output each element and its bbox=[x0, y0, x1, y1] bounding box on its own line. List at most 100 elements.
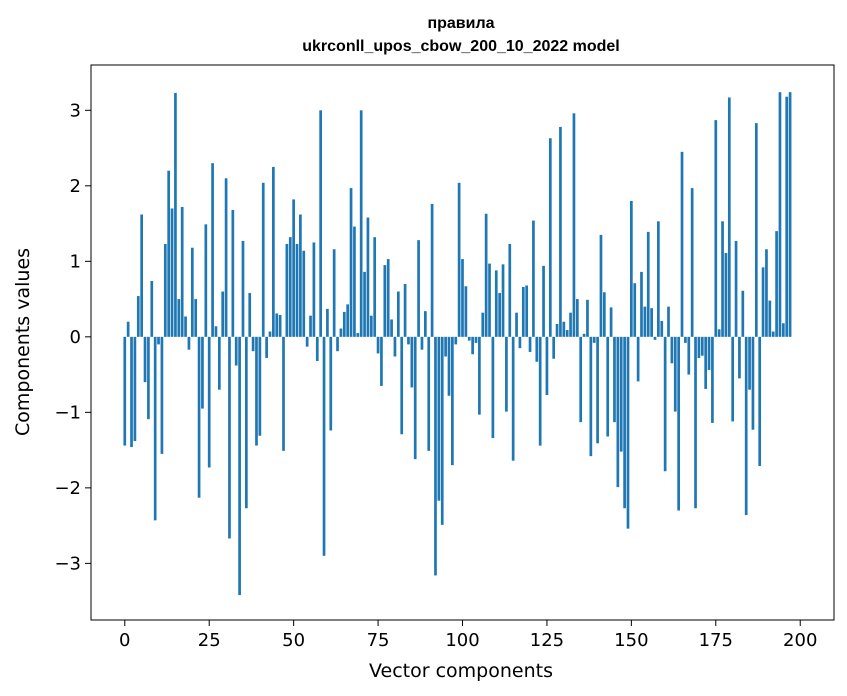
bar bbox=[255, 336, 258, 446]
bar bbox=[349, 188, 353, 337]
bar bbox=[302, 250, 306, 337]
bar bbox=[663, 336, 667, 472]
bar bbox=[464, 286, 468, 337]
bar bbox=[123, 336, 127, 446]
bar bbox=[201, 336, 204, 409]
bar bbox=[167, 170, 171, 337]
bar bbox=[143, 336, 147, 383]
bar bbox=[407, 336, 410, 345]
bar bbox=[673, 336, 677, 412]
bar bbox=[305, 336, 309, 347]
y-tick-label: −2 bbox=[54, 478, 81, 499]
bar bbox=[623, 336, 626, 509]
bar bbox=[366, 217, 370, 337]
bar bbox=[579, 336, 583, 423]
bar bbox=[299, 214, 302, 337]
bar bbox=[332, 249, 336, 337]
x-tick-label: 100 bbox=[445, 630, 479, 651]
chart-title: правила bbox=[427, 15, 494, 32]
bar bbox=[396, 291, 400, 337]
plot-frame bbox=[90, 64, 835, 621]
x-axis-label: Vector components bbox=[369, 660, 553, 682]
bar bbox=[548, 138, 552, 337]
bar bbox=[261, 182, 265, 337]
bar bbox=[738, 336, 741, 379]
x-axis-ticks: 0 25 50 75 100 125 150 175 200 bbox=[119, 620, 817, 651]
bar bbox=[518, 336, 522, 349]
bar bbox=[451, 336, 454, 466]
bar bbox=[430, 203, 434, 337]
bar bbox=[478, 336, 481, 415]
bar bbox=[417, 240, 420, 337]
bar bbox=[481, 312, 485, 337]
bar bbox=[694, 336, 697, 509]
x-tick-label: 125 bbox=[530, 630, 564, 651]
bar bbox=[616, 336, 620, 488]
bar bbox=[744, 336, 748, 516]
bar bbox=[670, 336, 674, 364]
bar bbox=[420, 336, 424, 350]
bar bbox=[336, 336, 339, 352]
bar bbox=[217, 336, 221, 390]
bar bbox=[758, 336, 762, 466]
bar bbox=[322, 336, 326, 556]
bar bbox=[413, 336, 417, 460]
x-tick-label: 0 bbox=[119, 630, 130, 651]
bar bbox=[353, 226, 356, 337]
bar bbox=[788, 92, 792, 337]
bar bbox=[532, 220, 535, 337]
x-tick-label: 150 bbox=[614, 630, 648, 651]
bar bbox=[768, 300, 772, 337]
bar bbox=[569, 312, 572, 337]
bar bbox=[319, 110, 322, 337]
bar bbox=[714, 120, 718, 337]
bar bbox=[248, 293, 252, 337]
bar bbox=[437, 336, 441, 501]
bar bbox=[515, 312, 518, 337]
bar bbox=[781, 323, 785, 337]
bar bbox=[170, 208, 174, 337]
bar bbox=[525, 285, 529, 337]
bar bbox=[221, 291, 225, 337]
bar bbox=[211, 163, 214, 337]
bar bbox=[265, 336, 268, 358]
bar bbox=[228, 336, 231, 539]
bar bbox=[785, 96, 789, 337]
bar bbox=[140, 214, 144, 337]
bar bbox=[194, 299, 198, 337]
bar bbox=[258, 336, 262, 436]
bar bbox=[187, 336, 191, 350]
bar bbox=[400, 336, 404, 435]
bar bbox=[373, 237, 377, 337]
bar bbox=[150, 280, 154, 337]
bar bbox=[393, 336, 397, 357]
bar bbox=[238, 336, 241, 596]
bar bbox=[572, 113, 576, 337]
bar bbox=[474, 336, 478, 343]
bar bbox=[667, 306, 670, 337]
bar bbox=[690, 188, 694, 337]
bar bbox=[484, 213, 488, 337]
bar bbox=[609, 307, 613, 337]
bar bbox=[559, 126, 562, 337]
bar bbox=[130, 336, 133, 448]
y-axis-label: Components values bbox=[12, 248, 34, 436]
bar bbox=[619, 336, 623, 452]
bar bbox=[369, 315, 373, 337]
bar bbox=[214, 326, 218, 337]
bar bbox=[339, 328, 343, 337]
y-tick-label: 1 bbox=[70, 251, 81, 272]
bar bbox=[295, 243, 299, 337]
bar bbox=[727, 97, 731, 337]
bar bbox=[342, 311, 346, 337]
bar bbox=[653, 336, 657, 340]
bar bbox=[731, 336, 735, 422]
bar bbox=[288, 237, 292, 337]
bar bbox=[275, 313, 279, 337]
bar bbox=[231, 209, 235, 337]
bar bbox=[359, 110, 363, 337]
bar bbox=[761, 267, 765, 337]
bar bbox=[602, 292, 606, 337]
x-tick-label: 175 bbox=[699, 630, 733, 651]
